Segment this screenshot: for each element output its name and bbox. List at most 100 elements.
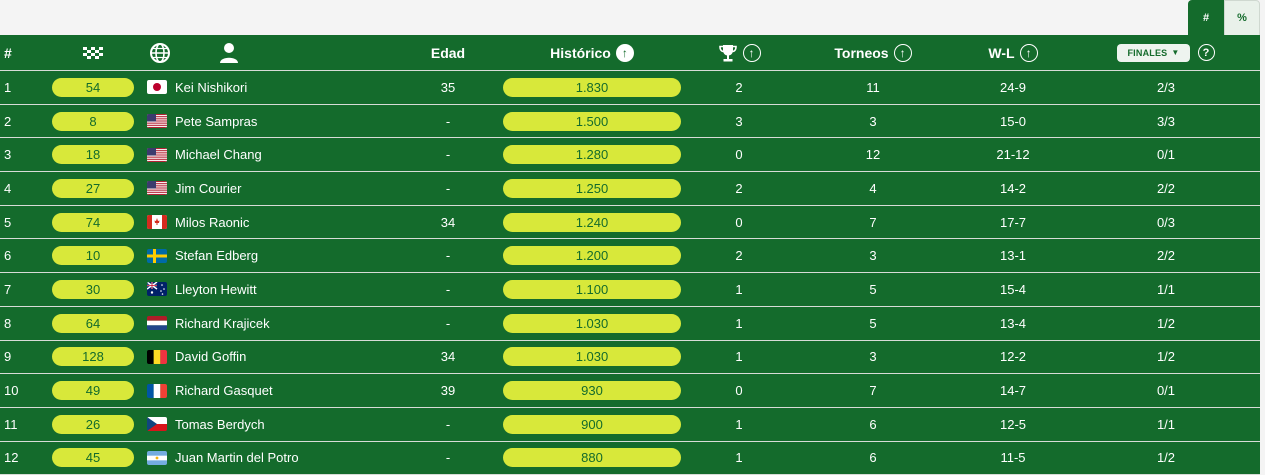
age-value: - <box>445 113 451 129</box>
player-name[interactable]: Richard Krajicek <box>175 315 270 331</box>
historic-pill: 1.030 <box>503 347 681 367</box>
finals-value: 0/3 <box>1156 214 1176 230</box>
country-flag-icon <box>147 417 167 432</box>
finals-value: 1/2 <box>1156 349 1176 365</box>
titles-value: 2 <box>735 248 743 264</box>
table-row[interactable]: 7 30 Lleyton Hewitt - 1.100 1 5 15-4 1/1 <box>0 273 1260 307</box>
win-loss-value: 17-7 <box>999 214 1027 230</box>
tournaments-value: 6 <box>869 450 877 466</box>
percent-toggle-button[interactable]: % <box>1224 0 1260 36</box>
player-name[interactable]: Michael Chang <box>175 147 262 163</box>
country-flag-icon <box>147 114 167 129</box>
player-name[interactable]: Milos Raonic <box>175 214 250 230</box>
win-loss-value: 14-7 <box>999 383 1027 399</box>
player-name[interactable]: Jim Courier <box>175 180 242 196</box>
table-row[interactable]: 10 49 Richard Gasquet 39 930 0 7 14-7 0/… <box>0 374 1260 408</box>
player-name[interactable]: Stefan Edberg <box>175 248 259 264</box>
titles-value: 1 <box>735 281 743 297</box>
rank-pill: 54 <box>52 77 134 97</box>
row-number: 8 <box>4 315 12 331</box>
header-country[interactable] <box>149 35 173 70</box>
rank-cell: 64 <box>52 307 134 340</box>
player-cell[interactable]: Kei Nishikori <box>147 71 417 104</box>
player-cell[interactable]: Stefan Edberg <box>147 239 417 272</box>
table-row[interactable]: 12 45 Juan Martin del Potro - 880 1 6 11… <box>0 442 1260 475</box>
player-name[interactable]: Kei Nishikori <box>175 79 248 95</box>
row-number: 1 <box>4 79 12 95</box>
player-cell[interactable]: Richard Krajicek <box>147 307 417 340</box>
sort-arrow-up-icon[interactable]: ↑ <box>1019 43 1038 62</box>
historic-cell: 1.250 <box>503 172 681 205</box>
table-row[interactable]: 8 64 Richard Krajicek - 1.030 1 5 13-4 1… <box>0 307 1260 341</box>
historic-pill: 1.200 <box>503 246 681 266</box>
player-cell[interactable]: Milos Raonic <box>147 206 417 239</box>
rank-pill: 8 <box>52 111 134 131</box>
player-name[interactable]: Richard Gasquet <box>175 383 273 399</box>
age-value: - <box>445 450 451 466</box>
titles-value: 0 <box>735 383 743 399</box>
player-name[interactable]: Pete Sampras <box>175 113 258 129</box>
finals-value: 1/1 <box>1156 416 1176 432</box>
player-cell[interactable]: Richard Gasquet <box>147 374 417 407</box>
table-row[interactable]: 11 26 Tomas Berdych - 900 1 6 12-5 1/1 <box>0 408 1260 442</box>
player-cell[interactable]: Lleyton Hewitt <box>147 273 417 306</box>
table-row[interactable]: 6 10 Stefan Edberg - 1.200 2 3 13-1 2/2 <box>0 239 1260 274</box>
table-row[interactable]: 9 128 David Goffin 34 1.030 1 3 12-2 1/2 <box>0 341 1260 375</box>
row-number: 7 <box>4 281 12 297</box>
person-icon <box>220 42 238 63</box>
finals-value: 0/1 <box>1156 383 1176 399</box>
table-header: # <box>0 35 1260 71</box>
rank-cell: 26 <box>52 408 134 441</box>
table-row[interactable]: 3 18 Michael Chang - 1.280 0 12 21-12 0/… <box>0 138 1260 173</box>
player-cell[interactable]: David Goffin <box>147 341 417 374</box>
table-row[interactable]: 2 8 Pete Sampras - 1.500 3 3 15-0 3/3 <box>0 105 1260 139</box>
historic-cell: 1.200 <box>503 239 681 272</box>
header-number: # <box>4 44 12 61</box>
rank-cell: 18 <box>52 138 134 171</box>
player-name[interactable]: Tomas Berdych <box>175 416 265 432</box>
sort-arrow-up-icon[interactable]: ↑ <box>893 43 912 62</box>
finals-value: 2/3 <box>1156 79 1176 95</box>
tournaments-value: 11 <box>866 79 880 95</box>
help-icon[interactable]: ? <box>1197 44 1215 61</box>
sort-arrow-up-icon[interactable]: ↑ <box>615 43 634 62</box>
header-win-loss[interactable]: W-L ↑ <box>965 35 1061 70</box>
player-cell[interactable]: Jim Courier <box>147 172 417 205</box>
player-cell[interactable]: Pete Sampras <box>147 105 417 138</box>
table-body: 1 54 Kei Nishikori 35 1.830 2 11 24-9 2/… <box>0 71 1260 475</box>
header-rank[interactable] <box>52 35 134 70</box>
player-name[interactable]: David Goffin <box>175 349 247 365</box>
tournaments-value: 3 <box>869 248 877 264</box>
player-name[interactable]: Lleyton Hewitt <box>175 281 257 297</box>
table-row[interactable]: 4 27 Jim Courier - 1.250 2 4 14-2 2/2 <box>0 172 1260 206</box>
country-flag-icon <box>147 282 167 297</box>
tournaments-value: 6 <box>869 416 877 432</box>
player-cell[interactable]: Tomas Berdych <box>147 408 417 441</box>
checkered-flag-icon <box>83 46 103 59</box>
finals-value: 1/1 <box>1156 281 1176 297</box>
finals-value: 1/2 <box>1156 315 1176 331</box>
header-tournaments[interactable]: Torneos ↑ <box>820 35 926 70</box>
header-titles[interactable]: ↑ <box>700 35 778 70</box>
table-row[interactable]: 1 54 Kei Nishikori 35 1.830 2 11 24-9 2/… <box>0 71 1260 105</box>
age-value: 35 <box>440 79 456 95</box>
historic-cell: 1.030 <box>503 341 681 374</box>
header-historic[interactable]: Histórico ↑ <box>503 35 681 70</box>
finals-dropdown-button[interactable]: FINALES ▼ <box>1117 43 1190 62</box>
rankings-table: # <box>0 35 1260 475</box>
finals-value: 1/2 <box>1156 450 1176 466</box>
player-cell[interactable]: Juan Martin del Potro <box>147 442 417 475</box>
sort-arrow-up-icon[interactable]: ↑ <box>742 43 761 62</box>
country-flag-icon <box>147 215 167 230</box>
age-value: 34 <box>440 214 456 230</box>
historic-pill: 1.240 <box>503 212 681 232</box>
age-value: - <box>445 180 451 196</box>
titles-value: 0 <box>735 147 743 163</box>
player-name[interactable]: Juan Martin del Potro <box>175 450 299 466</box>
titles-value: 1 <box>735 349 743 365</box>
table-row[interactable]: 5 74 Milos Raonic 34 1.240 0 7 17-7 0/3 <box>0 206 1260 240</box>
count-toggle-button[interactable]: # <box>1188 0 1224 36</box>
header-age[interactable]: Edad <box>430 44 466 61</box>
player-cell[interactable]: Michael Chang <box>147 138 417 171</box>
header-player[interactable] <box>219 35 241 70</box>
